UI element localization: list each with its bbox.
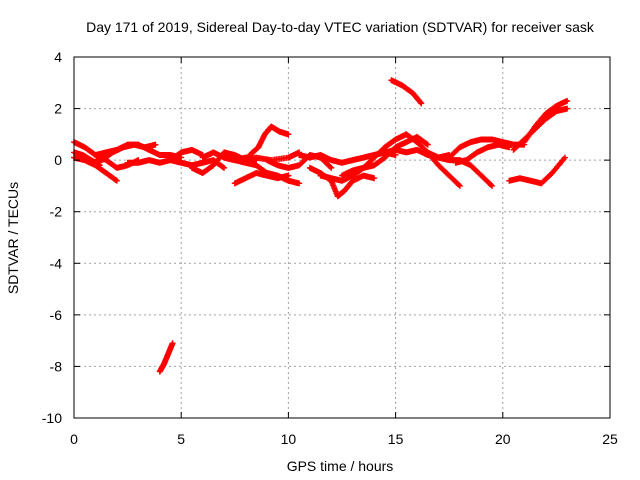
data-point: [296, 180, 303, 187]
data-point: [285, 131, 292, 138]
series-arc-6: [124, 146, 206, 166]
data-point: [285, 172, 292, 179]
plot-frame: [73, 56, 611, 419]
series-arc-12: [231, 170, 292, 187]
data-point: [456, 182, 463, 189]
series-arc-28: [521, 97, 571, 146]
data-point: [564, 97, 571, 104]
chart-title: Day 171 of 2019, Sidereal Day-to-day VTE…: [86, 19, 595, 35]
x-tick-label: 10: [281, 431, 297, 447]
series-arc-14: [238, 149, 303, 164]
data-point: [561, 154, 568, 161]
data-points: [71, 77, 571, 375]
series-arc-26: [506, 154, 568, 187]
data-point: [417, 99, 424, 106]
y-tick-label: -6: [50, 307, 63, 323]
y-tick-label: -8: [50, 358, 63, 374]
data-point: [488, 181, 495, 188]
data-point: [152, 141, 159, 148]
data-point: [564, 105, 571, 112]
data-point: [506, 144, 513, 151]
y-tick-label: -10: [42, 410, 62, 426]
series-arc-24: [446, 136, 528, 161]
grid-lines: [74, 57, 610, 418]
data-point: [327, 163, 334, 170]
data-point: [489, 182, 496, 189]
series-arc-3: [71, 149, 103, 169]
x-tick-label: 0: [70, 431, 78, 447]
data-point: [423, 140, 430, 147]
data-point: [371, 175, 378, 182]
x-tick-label: 15: [388, 431, 404, 447]
data-point: [221, 164, 228, 171]
data-point: [112, 176, 119, 183]
data-point: [418, 100, 425, 107]
x-axis-label: GPS time / hours: [287, 458, 394, 474]
y-tick-label: 2: [54, 101, 62, 117]
y-tick-label: -2: [50, 204, 63, 220]
data-point: [328, 164, 335, 171]
y-tick-label: -4: [50, 255, 63, 271]
data-point: [169, 340, 176, 347]
series-arc-25: [452, 141, 513, 166]
series-arc-13: [246, 123, 292, 158]
data-point: [455, 181, 462, 188]
axis-ticks: 0 5 10 15 20 25 -10 -8 -6 -4 -2 0 2 4: [42, 49, 618, 447]
data-point: [178, 154, 185, 161]
data-point: [220, 164, 227, 171]
y-tick-label: 0: [54, 152, 62, 168]
y-axis-label: SDTVAR / TECUs: [5, 182, 21, 294]
y-tick-label: 4: [54, 49, 62, 65]
data-point: [392, 151, 399, 158]
x-tick-label: 25: [602, 431, 618, 447]
data-point: [113, 177, 120, 184]
series-arc-27: [510, 105, 571, 153]
series-arc-21: [388, 77, 425, 107]
x-tick-label: 5: [177, 431, 185, 447]
data-point: [424, 141, 431, 148]
x-tick-label: 20: [495, 431, 511, 447]
series-arc-7: [156, 340, 176, 375]
